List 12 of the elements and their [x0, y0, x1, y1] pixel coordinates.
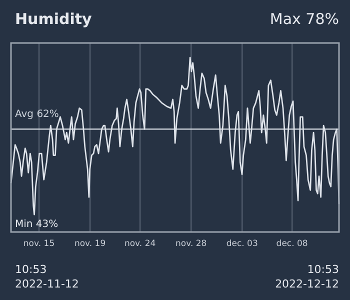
x-tick-label: nov. 19: [74, 239, 106, 249]
x-tick-label: nov. 24: [124, 239, 156, 249]
x-tick-label: nov. 28: [175, 239, 207, 249]
x-tick-label: dec. 08: [276, 239, 308, 249]
x-tick-label: dec. 03: [226, 239, 258, 249]
annotation: Min 43%: [15, 219, 58, 230]
x-tick-label: nov. 15: [23, 239, 55, 249]
text: 10:53 2022-12-12: [275, 263, 339, 290]
ref-line-label: Avg 62%: [15, 109, 59, 120]
text: Max 78%: [270, 10, 339, 28]
text: 10:53 2022-11-12: [15, 263, 79, 290]
chart-title: Humidity: [15, 10, 92, 28]
